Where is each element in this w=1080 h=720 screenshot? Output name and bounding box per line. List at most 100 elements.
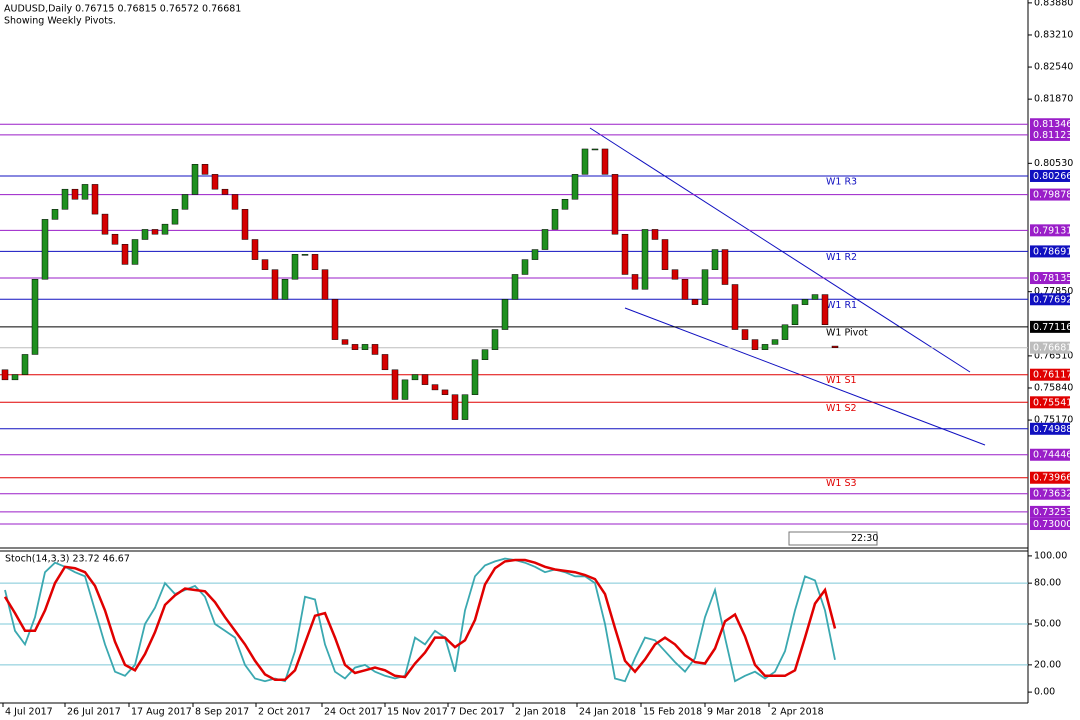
level-label-box (1030, 422, 1070, 435)
x-tick-label: 7 Dec 2017 (450, 707, 505, 718)
candle (741, 329, 749, 340)
candle (461, 394, 469, 420)
candle (591, 148, 599, 151)
x-tick-label: 2 Apr 2018 (771, 707, 824, 718)
candle (361, 344, 369, 350)
candle (661, 239, 669, 270)
pivot-name: W1 R2 (826, 252, 857, 263)
candle (181, 194, 189, 210)
candle (711, 249, 719, 270)
candle (481, 349, 489, 360)
level-label-box (1030, 224, 1070, 237)
candle (101, 213, 109, 235)
y-tick-label: 80.00 (1034, 578, 1061, 589)
candle (831, 345, 839, 348)
candle (691, 299, 699, 305)
candle (671, 269, 679, 280)
candle (331, 299, 339, 340)
x-tick-label: 15 Nov 2017 (387, 707, 448, 718)
scroll-box (788, 531, 878, 546)
y-tick-label: 0.75840 (1034, 382, 1073, 393)
level-label: 0.81346 (1033, 119, 1072, 130)
candle (171, 209, 179, 225)
level-label-box (1030, 293, 1070, 306)
cursor-time: 22:30 (851, 533, 878, 544)
level-label-box (1030, 245, 1070, 258)
candle (771, 339, 779, 345)
trend-line (624, 307, 986, 446)
level-label: 0.77116 (1033, 322, 1072, 333)
x-tick-label: 15 Feb 2018 (643, 707, 702, 718)
candle (71, 188, 79, 200)
level-label: 0.73632 (1033, 489, 1072, 500)
candle (291, 254, 299, 280)
level-label-box (1030, 518, 1070, 531)
candle (31, 278, 39, 355)
candle (141, 229, 149, 240)
candle (151, 229, 159, 235)
pivot-name: W1 R1 (826, 300, 857, 311)
candle (421, 374, 429, 385)
candle (211, 174, 219, 190)
level-label-box (1030, 368, 1070, 381)
candle (791, 304, 799, 326)
candle (561, 199, 569, 210)
candle (221, 188, 229, 195)
candle (241, 209, 249, 240)
candle (761, 344, 769, 350)
level-label: 0.78135 (1033, 273, 1072, 284)
level-label-box (1030, 505, 1070, 518)
y-tick-label: 0.83210 (1034, 29, 1073, 40)
x-tick-label: 4 Jul 2017 (5, 707, 53, 718)
y-tick-label: 0.80530 (1034, 158, 1073, 169)
candle (541, 229, 549, 250)
candle (11, 374, 19, 381)
level-label: 0.81123 (1033, 130, 1072, 141)
y-tick-label: 0.00 (1034, 687, 1055, 698)
candle (251, 239, 259, 260)
candle (751, 339, 759, 350)
level-label-box (1030, 487, 1070, 500)
candle (801, 299, 809, 305)
level-label: 0.76681 (1033, 343, 1072, 354)
candle (631, 274, 639, 290)
y-tick-label: 0.76510 (1034, 350, 1073, 361)
candle (111, 233, 119, 245)
candle (341, 339, 349, 345)
candle (571, 174, 579, 200)
level-label-box (1030, 188, 1070, 201)
level-label: 0.73253 (1033, 507, 1072, 518)
x-tick-label: 2 Jan 2018 (515, 707, 566, 718)
candle (701, 269, 709, 305)
level-label: 0.73000 (1033, 519, 1072, 530)
level-label-box (1030, 341, 1070, 354)
pivot-name: W1 Pivot (826, 327, 868, 338)
candle (601, 148, 609, 175)
candle (681, 278, 689, 300)
stoch-line (3, 558, 837, 682)
y-tick-label: 0.83880 (1034, 0, 1073, 8)
level-label-box (1030, 272, 1070, 285)
candle (91, 184, 99, 215)
candle (511, 274, 519, 300)
y-tick-label: 100.00 (1034, 550, 1067, 561)
candle (811, 294, 819, 300)
candle (491, 329, 499, 350)
candle (411, 374, 419, 381)
candle (611, 174, 619, 235)
x-tick-label: 9 Mar 2018 (707, 707, 761, 718)
candle (21, 354, 29, 375)
candle (471, 359, 479, 395)
chart-subtitle: Showing Weekly Pivots. (4, 16, 116, 27)
x-tick-label: 24 Jan 2018 (579, 707, 636, 718)
candle (381, 354, 389, 371)
level-label: 0.80266 (1033, 171, 1072, 182)
candle (451, 394, 459, 420)
candle (821, 294, 829, 326)
level-label: 0.76117 (1033, 370, 1072, 381)
level-label: 0.79878 (1033, 190, 1072, 201)
level-label-box (1030, 128, 1070, 141)
candle (721, 249, 729, 285)
level-label: 0.79131 (1033, 225, 1072, 236)
